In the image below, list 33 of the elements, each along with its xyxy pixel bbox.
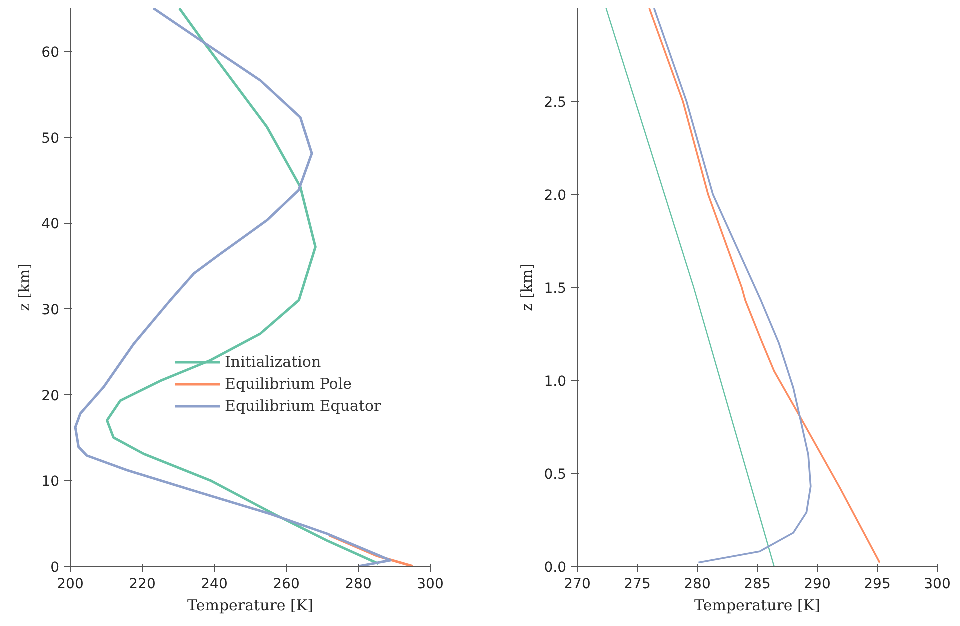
- y-tick-label: 1.5: [544, 281, 566, 297]
- x-tick-label: 295: [864, 576, 891, 592]
- y-tick-label: 2.5: [544, 95, 566, 111]
- y-tick-label: 20: [42, 388, 60, 404]
- x-tick-label: 220: [129, 576, 156, 592]
- legend-label: Equilibrium Pole: [225, 375, 352, 393]
- legend-label: Initialization: [225, 353, 322, 371]
- y-tick-label: 50: [42, 130, 60, 147]
- x-tick-label: 270: [564, 576, 591, 592]
- x-tick-label: 285: [744, 576, 771, 592]
- x-tick-label: 280: [345, 576, 372, 592]
- y-tick-label: 0: [50, 560, 60, 576]
- y-tick-label: 0.0: [544, 560, 566, 576]
- y-tick-label: 30: [42, 302, 60, 318]
- y-tick-label: 10: [42, 474, 60, 490]
- legend-label: Equilibrium Equator: [225, 397, 382, 415]
- y-tick-label: 60: [42, 44, 60, 61]
- x-tick-label: 200: [57, 576, 84, 592]
- y-axis-title: z [km]: [16, 264, 34, 312]
- x-tick-label: 280: [684, 576, 711, 592]
- y-tick-label: 40: [42, 216, 60, 233]
- x-tick-label: 290: [804, 576, 831, 592]
- x-axis-title: Temperature [K]: [694, 596, 820, 614]
- x-tick-label: 260: [273, 576, 300, 592]
- x-tick-label: 300: [417, 576, 444, 592]
- x-tick-label: 300: [924, 576, 951, 592]
- x-axis-title: Temperature [K]: [188, 596, 314, 614]
- y-tick-label: 2.0: [544, 188, 566, 204]
- y-tick-label: 1.0: [544, 374, 566, 390]
- x-tick-label: 275: [624, 576, 651, 592]
- x-tick-label: 240: [201, 576, 228, 592]
- y-axis-title: z [km]: [518, 264, 536, 312]
- y-tick-label: 0.5: [544, 467, 566, 483]
